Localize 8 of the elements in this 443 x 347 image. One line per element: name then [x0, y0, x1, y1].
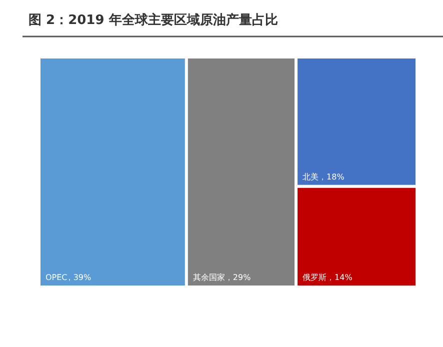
data-label: ，14% [326, 273, 353, 282]
category-label: 北美 [302, 172, 319, 182]
data-label: ，29% [224, 273, 252, 282]
category-label: 其余国家 [192, 273, 225, 282]
text: 图 2：2019 年全球主要区域原油产量占比 [28, 12, 278, 28]
category-label: OPEC [46, 273, 68, 282]
category-label: 俄罗斯 [302, 273, 327, 282]
data-label: ，18% [318, 172, 345, 182]
